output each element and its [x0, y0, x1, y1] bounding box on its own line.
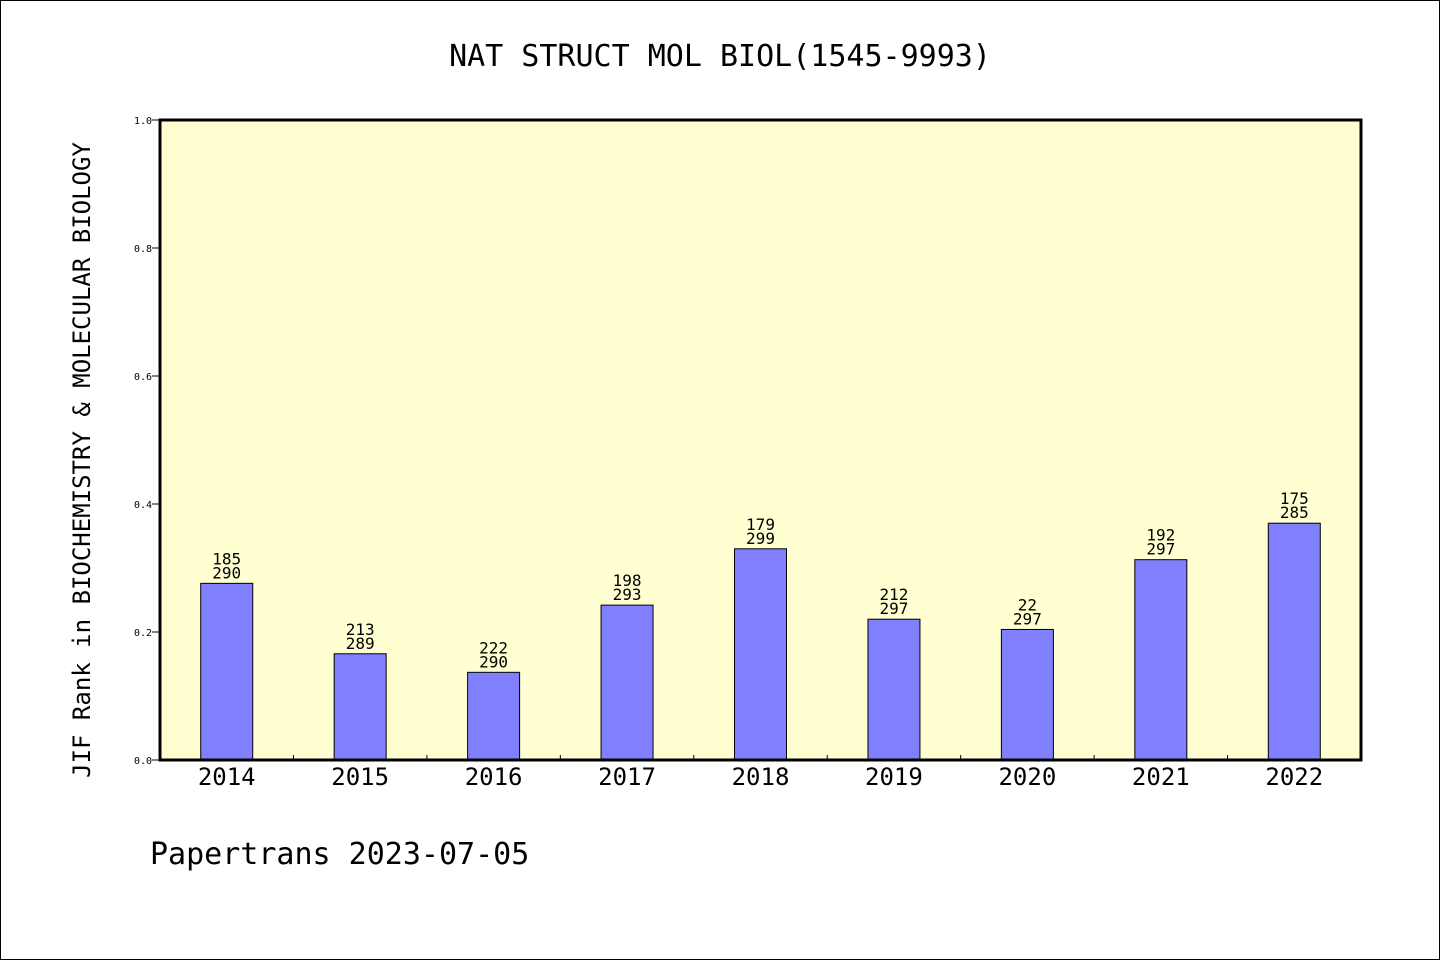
x-tick-label: 2014 [198, 763, 256, 791]
y-tick-label: 0.8 [134, 244, 152, 255]
data-label-rank: 192 [1146, 526, 1175, 545]
data-label-rank: 222 [479, 638, 508, 657]
bar-2019 [867, 618, 921, 761]
y-axis: 0.0 0.2 0.4 0.6 0.8 1.0 [134, 116, 160, 767]
bar-2021 [1134, 559, 1188, 761]
bar-2015 [333, 653, 387, 761]
y-axis-label: JIF Rank in BIOCHEMISTRY & MOLECULAR BIO… [68, 142, 96, 778]
data-label-rank: 185 [212, 549, 241, 568]
x-tick-label: 2018 [732, 763, 790, 791]
bar-2018 [734, 548, 787, 761]
x-axis: 2014 2015 2016 2017 2018 2019 2020 2021 2022 [198, 755, 1323, 791]
data-label-rank: 175 [1280, 489, 1309, 508]
footer-text: Papertrans 2023-07-05 [150, 837, 529, 872]
data-label-rank: 213 [346, 620, 375, 639]
bar-2016 [467, 671, 521, 761]
data-label-rank: 22 [1018, 595, 1037, 614]
data-label-rank: 198 [613, 571, 642, 590]
bar-2020 [1000, 628, 1054, 761]
y-tick-label: 0.2 [134, 628, 152, 639]
x-tick-label: 2017 [598, 763, 656, 791]
chart-title: NAT STRUCT MOL BIOL(1545-9993) [449, 39, 991, 74]
bars [200, 522, 1321, 761]
bar-2022 [1267, 522, 1321, 761]
x-tick-label: 2022 [1265, 763, 1323, 791]
x-tick-label: 2016 [465, 763, 523, 791]
data-label-rank: 212 [879, 585, 908, 604]
y-tick-label: 1.0 [134, 116, 152, 127]
data-label-total: 289 [346, 634, 375, 653]
bar-2017 [600, 604, 654, 761]
y-tick-label: 0.0 [134, 756, 152, 767]
data-label-total: 290 [479, 652, 508, 671]
x-tick-label: 2019 [865, 763, 923, 791]
x-tick-label: 2020 [998, 763, 1056, 791]
data-label-total: 297 [1013, 609, 1042, 628]
data-label-total: 297 [879, 599, 908, 618]
data-label-rank: 179 [746, 515, 775, 534]
plot-border [158, 118, 1363, 762]
x-tick-label: 2021 [1132, 763, 1190, 791]
y-tick-label: 0.4 [134, 500, 152, 511]
data-label-total: 285 [1280, 503, 1309, 522]
bar-2014 [200, 582, 254, 761]
x-tick-label: 2015 [331, 763, 389, 791]
y-tick-label: 0.6 [134, 372, 152, 383]
data-label-total: 293 [613, 585, 642, 604]
data-label-total: 297 [1146, 540, 1175, 559]
data-label-total: 299 [746, 529, 775, 548]
data-label-total: 290 [212, 563, 241, 582]
